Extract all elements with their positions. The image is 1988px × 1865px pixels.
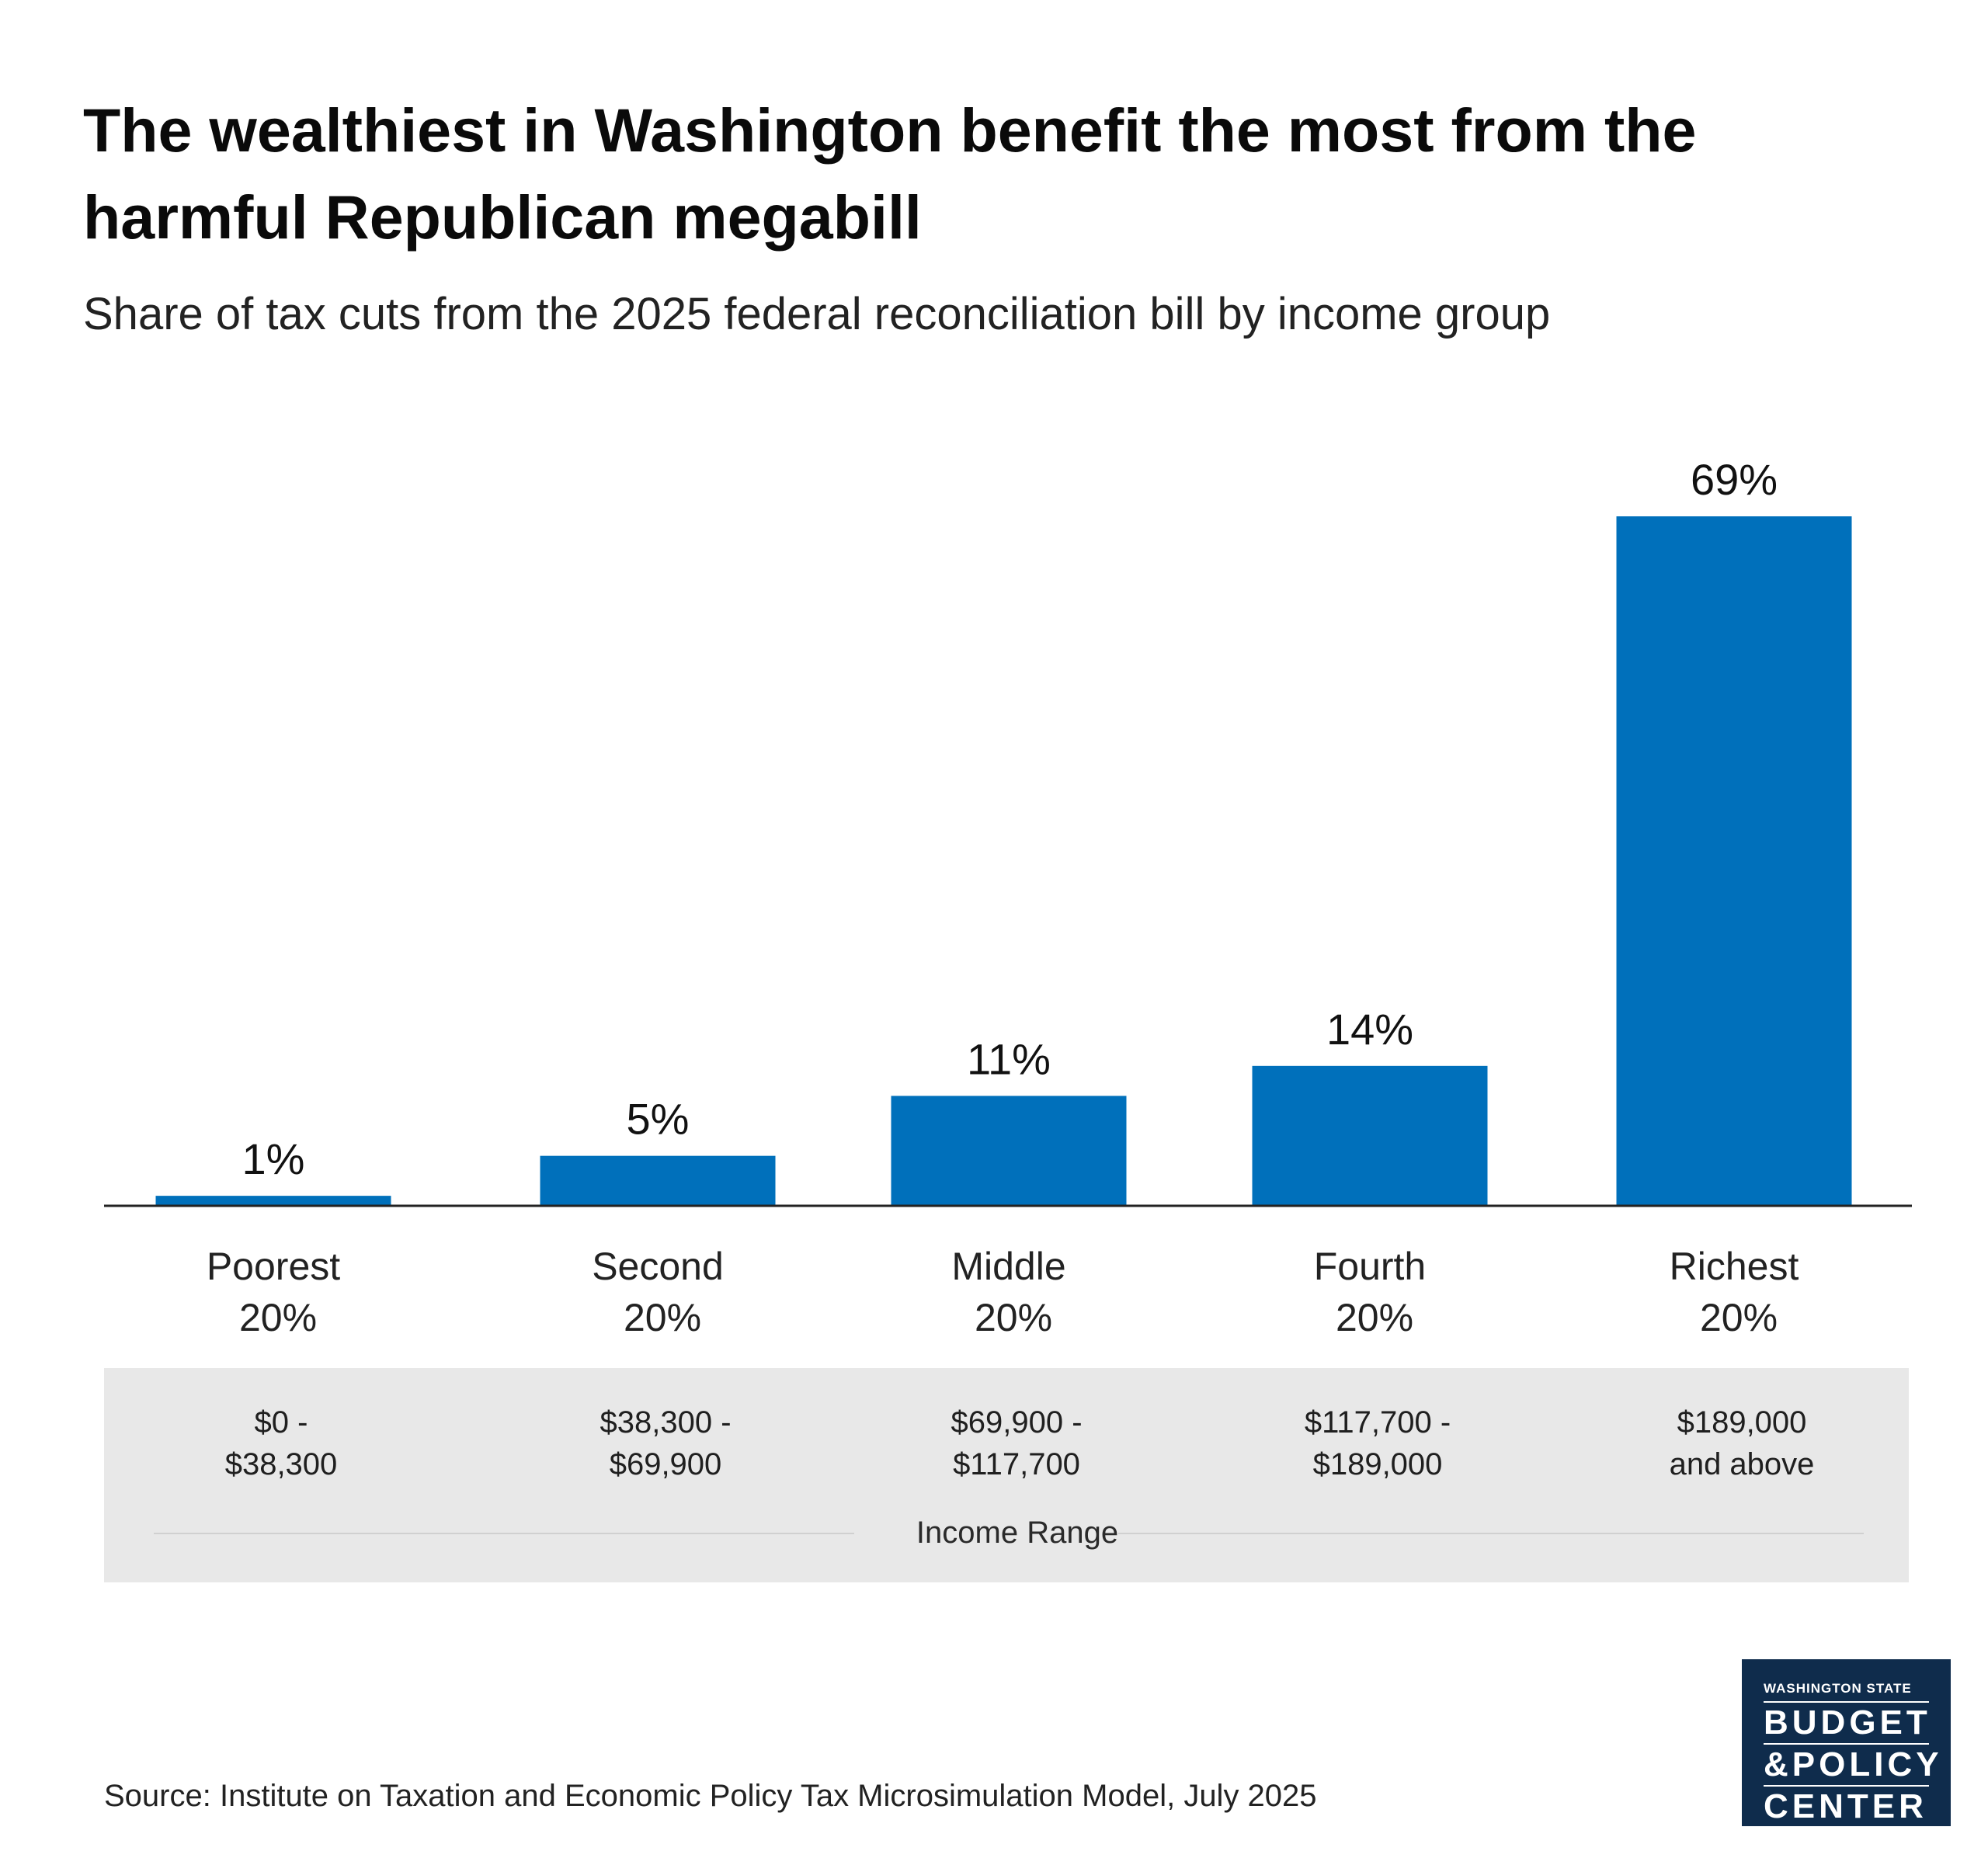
chart-subtitle: Share of tax cuts from the 2025 federal … <box>83 289 1551 339</box>
category-label-5-line-2: 20% <box>1700 1296 1778 1339</box>
bar-value-label-2: 5% <box>627 1095 690 1144</box>
category-label-2-line-2: 20% <box>624 1296 701 1339</box>
income-range-line: $189,000 <box>1677 1405 1807 1440</box>
logo-rule-middle <box>1764 1743 1929 1745</box>
income-range-line: $117,700 - <box>1304 1405 1451 1440</box>
logo-rule-top <box>1764 1701 1929 1703</box>
bar-value-label-1: 1% <box>242 1134 305 1183</box>
bar-chart: 1% Poorest 20% 5% Second 20% 11% Middle 20% 14% Fo… <box>104 455 1912 1339</box>
bars-layer: 1% Poorest 20% 5% Second 20% 11% Middle 20% 14% Fo… <box>155 455 1852 1339</box>
bar-value-label-5: 69% <box>1691 455 1778 504</box>
logo-center-text: CENTER <box>1764 1787 1927 1825</box>
category-label-3-line-2: 20% <box>975 1296 1052 1339</box>
income-range-line: and above <box>1669 1447 1815 1481</box>
income-range-line: $189,000 <box>1312 1447 1443 1481</box>
bar-2 <box>540 1155 776 1206</box>
income-range-axis-line-right <box>1118 1533 1864 1534</box>
income-range-label-3: $69,900 - $117,700 <box>877 1401 1156 1485</box>
category-label-5-line-1: Richest <box>1670 1245 1799 1288</box>
income-range-line: $0 - <box>254 1405 308 1440</box>
source-note: Source: Institute on Taxation and Econom… <box>104 1779 1317 1813</box>
bar-5 <box>1616 516 1852 1206</box>
logo-budget-text: BUDGET <box>1764 1704 1931 1742</box>
x-axis-title: Income Range <box>916 1516 1119 1550</box>
bar-1 <box>155 1196 391 1206</box>
income-range-line: $38,300 - <box>600 1405 732 1440</box>
income-range-line: $69,900 <box>609 1447 722 1481</box>
category-label-2-line-1: Second <box>592 1245 724 1288</box>
budget-policy-center-logo: WASHINGTON STATE BUDGET &POLICY CENTER <box>1742 1659 1951 1826</box>
category-label-3-line-1: Middle <box>951 1245 1065 1288</box>
income-range-line: $38,300 <box>224 1447 338 1481</box>
category-label-4-line-2: 20% <box>1336 1296 1413 1339</box>
income-range-label-1: $0 - $38,300 <box>141 1401 421 1485</box>
income-range-label-2: $38,300 - $69,900 <box>526 1401 805 1485</box>
income-range-label-4: $117,700 - $189,000 <box>1238 1401 1517 1485</box>
logo-state-text: WASHINGTON STATE <box>1764 1681 1912 1696</box>
bar-4 <box>1252 1065 1488 1206</box>
bar-3 <box>891 1096 1127 1206</box>
income-range-line: $117,700 <box>953 1447 1080 1481</box>
logo-policy-text: &POLICY <box>1764 1745 1943 1783</box>
category-label-1-line-2: 20% <box>239 1296 317 1339</box>
bar-value-label-3: 11% <box>967 1034 1051 1083</box>
category-label-4-line-1: Fourth <box>1314 1245 1427 1288</box>
bar-value-label-4: 14% <box>1326 1005 1413 1054</box>
logo-rule-lower <box>1764 1785 1929 1787</box>
income-range-line: $69,900 - <box>951 1405 1083 1440</box>
income-range-label-5: $189,000 and above <box>1602 1401 1882 1485</box>
income-range-panel <box>104 1368 1909 1582</box>
income-range-axis-line-left <box>154 1533 854 1534</box>
category-label-1-line-1: Poorest <box>207 1245 340 1288</box>
chart-title: The wealthiest in Washington benefit the… <box>83 96 1697 252</box>
